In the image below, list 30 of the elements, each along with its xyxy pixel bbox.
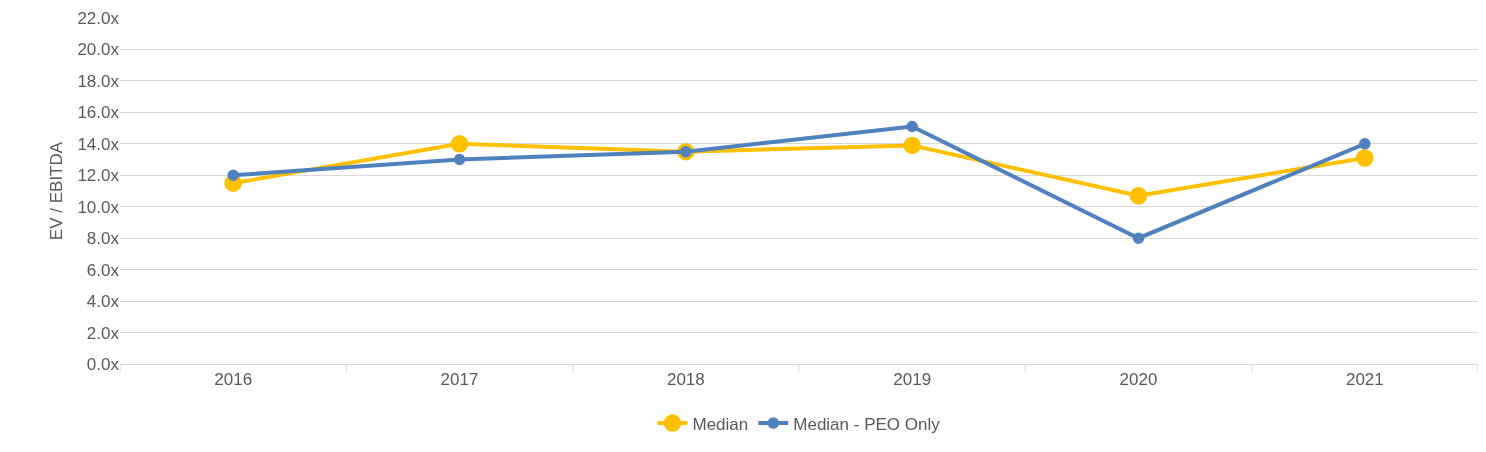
x-tick-label: 2018 [666, 370, 705, 390]
point [1132, 232, 1145, 244]
point [227, 169, 239, 182]
point [1359, 138, 1371, 150]
y-tick-label: 0.0x [86, 354, 120, 374]
legend-label: Median [692, 414, 749, 434]
x-tick-label: 2019 [893, 370, 932, 390]
y-tick-label: 16.0x [77, 103, 120, 123]
y-tick-label: 22.0x [77, 8, 120, 28]
point [450, 135, 469, 153]
point [903, 136, 921, 155]
y-tick-label: 4.0x [86, 292, 120, 312]
point [453, 153, 466, 166]
x-tick-label: 2020 [1119, 370, 1158, 390]
y-tick-label: 2.0x [86, 323, 120, 343]
y-tick-label: 18.0x [77, 71, 120, 91]
y-tick-label: 14.0x [77, 134, 120, 154]
y-tick-label: 8.0x [86, 229, 120, 249]
point [1356, 149, 1374, 167]
x-tick-label: 2016 [214, 370, 253, 390]
y-tick-label: 12.0x [77, 166, 120, 186]
y-tick-label: 10.0x [77, 197, 120, 217]
x-tick-label: 2017 [440, 370, 479, 390]
point [906, 120, 918, 133]
point [1129, 186, 1148, 205]
x-tick-label: 2021 [1345, 370, 1384, 390]
y-tick-label: 6.0x [86, 260, 120, 280]
legend-label: Median - PEO Only [793, 414, 941, 434]
y-tick-label: 20.0x [77, 40, 120, 60]
y-axis-title: EV / EBITDA [46, 141, 66, 241]
